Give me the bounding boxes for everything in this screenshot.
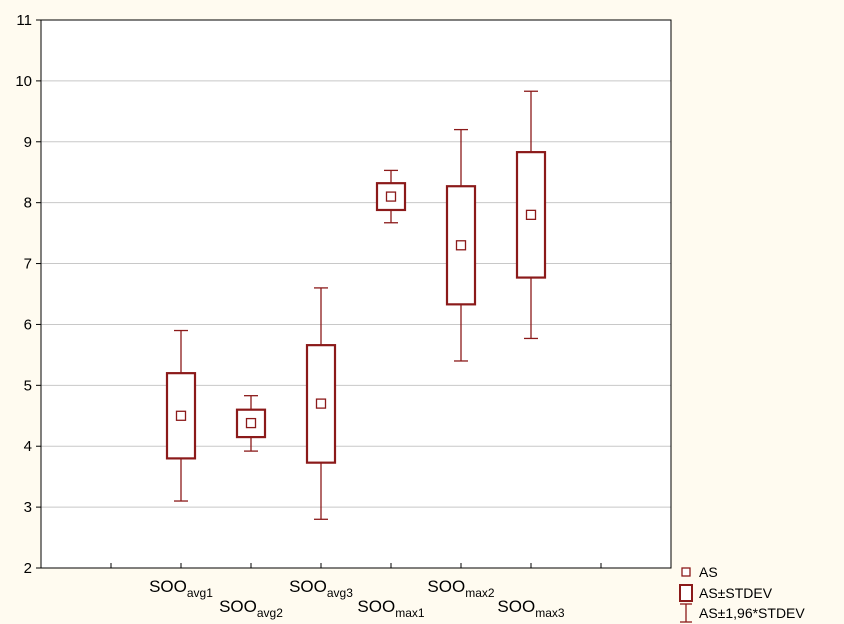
- y-tick-label: 5: [24, 377, 32, 394]
- y-tick-label: 4: [24, 438, 32, 455]
- y-tick-label: 3: [24, 499, 32, 516]
- x-category-label: SOOmax1: [357, 597, 424, 620]
- x-category-label: SOOavg3: [289, 577, 353, 600]
- mean-marker: [525, 209, 537, 220]
- legend-label: AS: [699, 564, 718, 580]
- y-tick-label: 7: [24, 256, 32, 273]
- y-tick-label: 2: [24, 560, 32, 577]
- x-category-label: SOOavg1: [149, 577, 213, 600]
- x-category-label: SOOmax2: [427, 577, 494, 600]
- legend-label: AS±1,96*STDEV: [699, 605, 805, 621]
- y-tick-label: 6: [24, 316, 32, 333]
- y-tick-label: 8: [24, 195, 32, 212]
- mean-marker: [175, 410, 187, 421]
- mean-marker: [245, 417, 257, 429]
- stdev-box: [375, 182, 407, 212]
- mean-marker: [315, 398, 327, 409]
- legend-box-symbol: [679, 584, 693, 602]
- plot-frame: [40, 19, 672, 569]
- y-tick-label: 9: [24, 134, 32, 151]
- mean-marker: [455, 240, 467, 251]
- legend-mean-symbol: [681, 567, 691, 577]
- legend-label: AS±STDEV: [699, 585, 773, 601]
- x-category-label: SOOmax3: [497, 597, 564, 620]
- mean-marker: [385, 191, 397, 202]
- y-tick-label: 10: [15, 73, 32, 90]
- y-tick-label: 11: [16, 12, 32, 29]
- x-category-label: SOOavg2: [219, 597, 283, 620]
- plot-area: [41, 20, 671, 568]
